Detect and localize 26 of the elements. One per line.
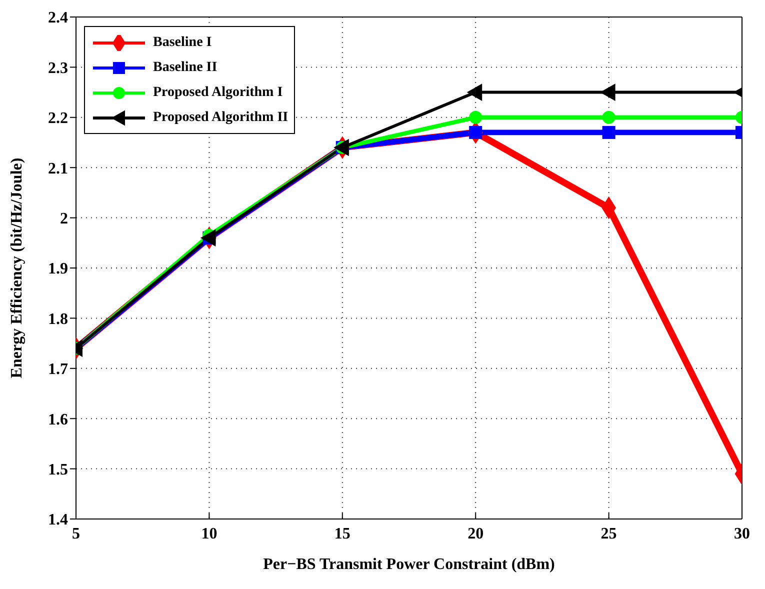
- y-tick-label: 1.9: [48, 260, 68, 278]
- point: [467, 84, 482, 101]
- y-tick-label: 2.4: [48, 10, 68, 27]
- x-tick-label: 20: [468, 525, 484, 542]
- x-tick-label: 25: [600, 525, 617, 542]
- y-tick-label: 1.8: [48, 310, 68, 328]
- y-tick-label: 1.6: [48, 411, 68, 428]
- y-tick-label: 2: [60, 210, 68, 228]
- y-tick-label: 2.2: [48, 110, 68, 128]
- x-tick-label: 15: [334, 525, 350, 542]
- x-axis-title: Per−BS Transmit Power Constraint (dBm): [263, 556, 555, 573]
- point: [469, 110, 482, 124]
- point: [600, 84, 616, 101]
- legend-label: Proposed Algorithm I: [153, 84, 283, 100]
- y-tick-label: 1.4: [48, 512, 68, 529]
- x-tick-label: 30: [734, 525, 750, 542]
- y-axis-title: Energy Efficiency (bit/Hz/Joule): [8, 158, 26, 378]
- y-tick-label: 1.7: [48, 361, 68, 378]
- x-tick-label: 5: [72, 525, 80, 542]
- y-tick-label: 2.1: [48, 160, 68, 178]
- x-tick-label: 10: [201, 525, 218, 542]
- legend-label: Baseline I: [153, 34, 212, 50]
- y-tick-label: 2.3: [48, 60, 68, 77]
- legend-label: Proposed Algorithm II: [153, 110, 288, 126]
- legend-label: Baseline II: [153, 60, 218, 76]
- y-tick-label: 1.5: [48, 461, 68, 478]
